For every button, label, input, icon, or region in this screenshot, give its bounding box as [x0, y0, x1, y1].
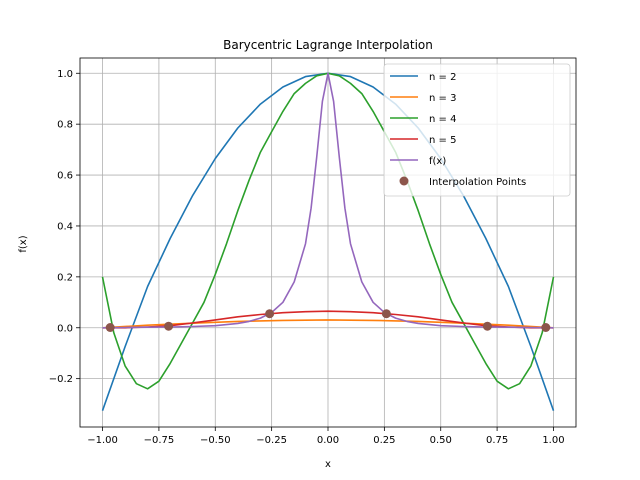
- y-tick-label: 0.4: [57, 221, 73, 232]
- y-tick-label: 0.8: [57, 120, 73, 131]
- plot-lines: [101, 72, 555, 411]
- x-tick-label: 0.75: [486, 435, 508, 446]
- legend-label: n = 2: [429, 72, 456, 83]
- series-line-n-3: [102, 319, 554, 329]
- interpolation-point: [265, 309, 275, 319]
- series-line-f-x-: [102, 72, 554, 329]
- legend-label: Interpolation Points: [429, 177, 526, 188]
- interpolation-point: [381, 309, 391, 319]
- y-tick-label: 0.2: [57, 272, 73, 283]
- legend-label: f(x): [429, 156, 446, 167]
- y-tick-label: 0.0: [57, 323, 73, 334]
- y-tick-label: 1.0: [57, 69, 73, 80]
- legend-label: n = 4: [429, 114, 456, 125]
- series-line-n-5: [102, 310, 554, 329]
- x-tick-label: 0.50: [430, 435, 452, 446]
- x-tick-label: −1.00: [87, 435, 118, 446]
- y-axis-label: f(x): [18, 235, 29, 252]
- legend: n = 2 n = 3 n = 4 n = 5 f(x) Interpolation Po…: [383, 63, 571, 197]
- interpolation-point: [105, 322, 115, 332]
- y-tick-label: 0.6: [57, 171, 73, 182]
- chart-title: Barycentric Lagrange Interpolation: [223, 38, 433, 52]
- legend-label: n = 3: [429, 93, 456, 104]
- y-tick-label: −0.2: [49, 374, 73, 385]
- x-tick-label: 0.25: [373, 435, 395, 446]
- x-tick-label: 0.00: [317, 435, 339, 446]
- x-tick-label: −0.75: [144, 435, 175, 446]
- legend-marker: [399, 176, 409, 186]
- x-tick-label: −0.50: [200, 435, 231, 446]
- x-axis-label: x: [325, 459, 331, 470]
- interpolation-point: [541, 322, 551, 332]
- ticks: −1.00 −0.75 −0.50 −0.25 0.00 0.25 0.50 0.75 1.00…: [49, 69, 565, 446]
- legend-label: n = 5: [429, 135, 456, 146]
- x-tick-label: 1.00: [542, 435, 564, 446]
- legend-box: [383, 63, 571, 197]
- x-tick-label: −0.25: [256, 435, 287, 446]
- interpolation-point: [164, 321, 174, 331]
- interpolation-point: [482, 321, 492, 331]
